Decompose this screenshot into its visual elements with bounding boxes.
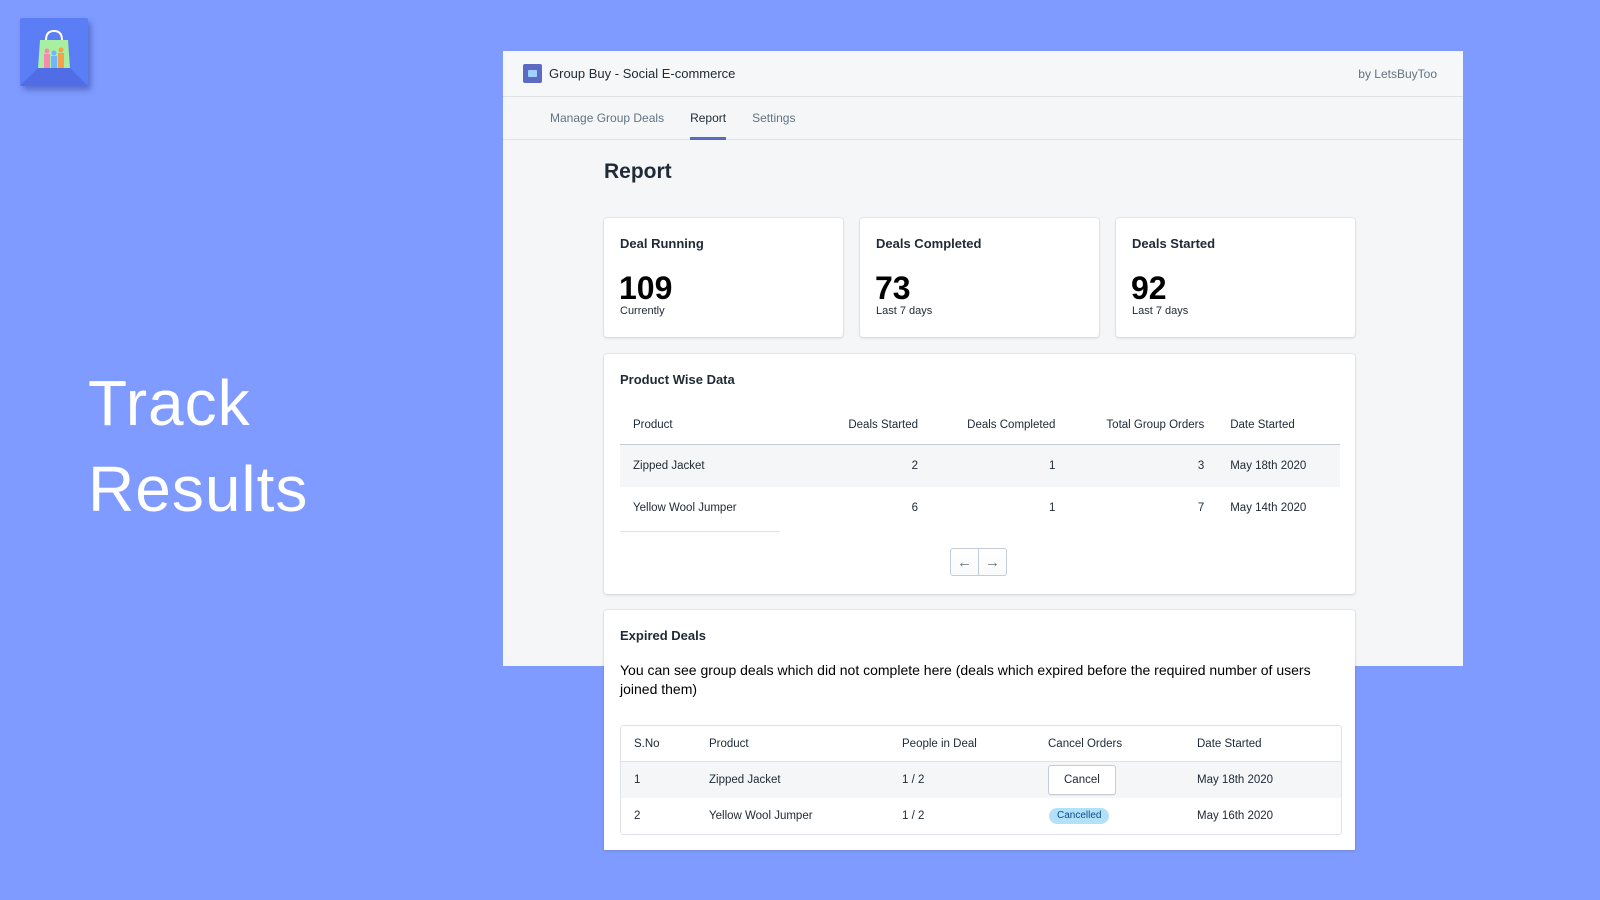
tab-settings[interactable]: Settings: [752, 111, 796, 125]
app-byline: by LetsBuyToo: [1358, 66, 1437, 81]
expired-deals-card: Expired Deals You can see group deals wh…: [604, 610, 1355, 850]
cell-date-started: May 18th 2020: [1217, 444, 1340, 487]
table-row: Zipped Jacket 2 1 3 May 18th 2020: [620, 444, 1340, 487]
app-header: Group Buy - Social E-commerce by LetsBuy…: [503, 51, 1463, 97]
stat-label: Deals Completed: [876, 236, 982, 251]
table-header-row: S.No Product People in Deal Cancel Order…: [621, 726, 1341, 762]
cancel-button[interactable]: Cancel: [1048, 765, 1116, 795]
tab-report[interactable]: Report: [677, 97, 739, 140]
stat-card-deals-started: Deals Started 92 Last 7 days: [1116, 218, 1355, 337]
status-badge: Cancelled: [1048, 807, 1111, 825]
cell-total-orders: 3: [1068, 444, 1218, 487]
cell-date-started: May 18th 2020: [1184, 761, 1341, 798]
column-header: People in Deal: [889, 726, 1035, 762]
product-wise-card: Product Wise Data Product Deals Started …: [604, 354, 1355, 594]
arrow-right-icon: →: [985, 553, 1000, 571]
app-title: Group Buy - Social E-commerce: [549, 66, 736, 81]
divider: [620, 531, 780, 532]
cell-product: Yellow Wool Jumper: [633, 502, 737, 514]
cell-people: 1 / 2: [902, 810, 925, 822]
next-page-button[interactable]: →: [978, 548, 1007, 576]
stat-card-deal-running: Deal Running 109 Currently: [604, 218, 843, 337]
cell-cancel-orders: Cancel: [1035, 761, 1184, 798]
cell-people: 1 / 2: [889, 761, 1035, 798]
app-logo: [20, 18, 88, 86]
tagline-line-1: Track: [88, 367, 251, 439]
tagline-line-2: Results: [88, 453, 309, 525]
cell-date-started: May 14th 2020: [1230, 502, 1307, 514]
store-icon: [523, 64, 542, 83]
tab-manage-group-deals[interactable]: Manage Group Deals: [550, 111, 665, 125]
column-header: Product: [620, 406, 816, 445]
section-title: Expired Deals: [620, 628, 706, 643]
tagline: Track Results: [88, 360, 308, 532]
stat-value: 73: [875, 270, 911, 306]
column-header: Deals Completed: [931, 406, 1069, 445]
table-header-row: Product Deals Started Deals Completed To…: [620, 406, 1340, 445]
expired-deals-table-wrapper: S.No Product People in Deal Cancel Order…: [620, 725, 1342, 835]
column-header: Product: [696, 726, 889, 762]
stat-label: Deals Started: [1132, 236, 1216, 251]
cell-date-started: May 16th 2020: [1197, 810, 1274, 822]
stat-subtitle: Currently: [620, 305, 665, 317]
column-header: Cancel Orders: [1035, 726, 1184, 762]
column-header: Deals Started: [816, 406, 932, 445]
cell-deals-started: 6: [911, 502, 919, 514]
stat-value: 109: [619, 270, 673, 306]
cell-total-orders: 7: [1197, 502, 1205, 514]
arrow-left-icon: ←: [957, 553, 972, 571]
column-header: Date Started: [1184, 726, 1341, 762]
stat-subtitle: Last 7 days: [1132, 305, 1189, 317]
previous-page-button[interactable]: ←: [950, 548, 979, 576]
stat-label: Deal Running: [620, 236, 704, 251]
cell-deals-completed: 1: [931, 444, 1069, 487]
cell-deals-completed: 1: [1048, 502, 1056, 514]
cell-cancel-orders: Cancelled: [1035, 798, 1184, 834]
table-row: 2 Yellow Wool Jumper 1 / 2 Cancelled May…: [621, 798, 1341, 834]
column-header: S.No: [621, 726, 696, 762]
cell-product: Zipped Jacket: [696, 761, 889, 798]
cell-sno: 2: [634, 810, 641, 822]
column-header: Total Group Orders: [1068, 406, 1218, 445]
column-header: Date Started: [1217, 406, 1340, 445]
shopping-bag-icon: [38, 29, 70, 68]
expired-deals-description: You can see group deals which did not co…: [620, 662, 1311, 697]
app-brand: Group Buy - Social E-commerce: [523, 64, 735, 83]
cell-product: Zipped Jacket: [620, 444, 816, 487]
stat-card-deals-completed: Deals Completed 73 Last 7 days: [860, 218, 1099, 337]
table-row: 1 Zipped Jacket 1 / 2 Cancel May 18th 20…: [621, 761, 1341, 798]
product-wise-table: Product Deals Started Deals Completed To…: [620, 406, 1340, 529]
stat-value: 92: [1131, 270, 1167, 306]
table-row: Yellow Wool Jumper 6 1 7 May 14th 2020: [620, 487, 1340, 529]
cell-deals-started: 2: [816, 444, 932, 487]
page-title: Report: [604, 160, 672, 183]
stat-subtitle: Last 7 days: [876, 305, 933, 317]
cell-product: Yellow Wool Jumper: [709, 810, 813, 822]
section-title: Product Wise Data: [620, 372, 735, 387]
cell-sno: 1: [621, 761, 696, 798]
pagination: ← →: [950, 548, 1007, 576]
expired-deals-table: S.No Product People in Deal Cancel Order…: [621, 726, 1341, 834]
tab-bar: Manage Group Deals Report Settings: [503, 97, 1463, 140]
